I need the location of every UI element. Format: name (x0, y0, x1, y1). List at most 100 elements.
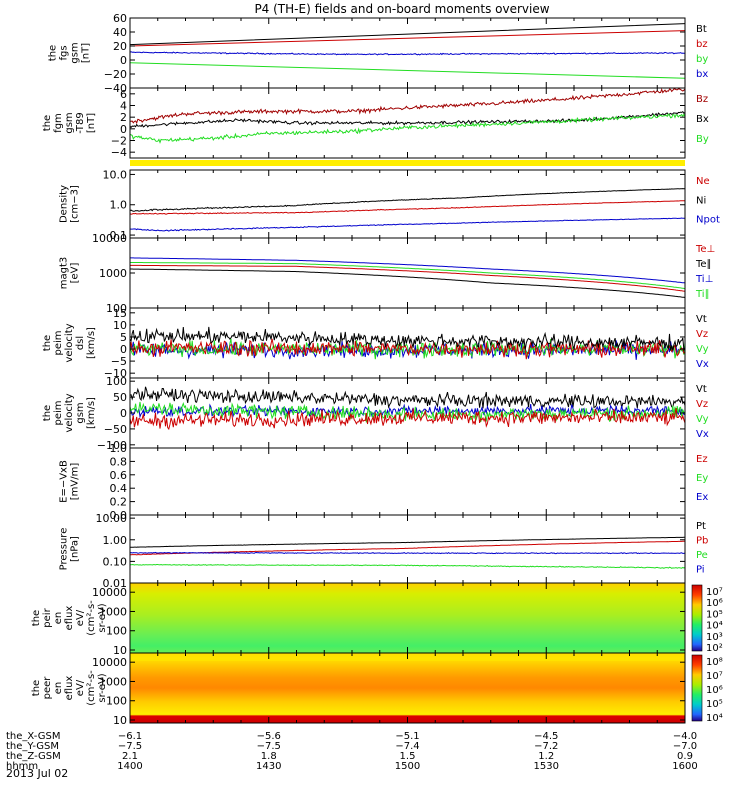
ytick-label: 10.00 (96, 512, 128, 525)
ytick-label: 0.6 (110, 469, 128, 482)
panel-3: 10.0 1.0 0.1 Density [cm−3] Ne Ni Npot (59, 168, 720, 242)
ytick-label: 100 (106, 695, 127, 708)
ylabel-line: the (31, 680, 42, 696)
ytick-label: 0 (120, 407, 127, 420)
ytick-label: 0.4 (110, 482, 128, 495)
legend-pt: Pt (696, 521, 706, 532)
ylabel-line: (cm²-s- (86, 600, 97, 636)
series-by (129, 62, 686, 79)
ytick-label: 0.2 (110, 496, 128, 509)
ylabel: the fgs gsm [nT] (48, 42, 92, 63)
ytick-label: −40 (104, 82, 127, 95)
xaxis-row-label: hhmm (6, 761, 38, 772)
series-bz (129, 30, 686, 47)
ytick-label: −50 (104, 423, 127, 436)
series-te (130, 264, 686, 292)
ytick-label: 0.10 (103, 555, 128, 568)
legend-bx: bx (696, 69, 708, 80)
ytick-label: −20 (104, 68, 127, 81)
ylabel-line: the (42, 405, 53, 421)
ytick-label: 10 (113, 714, 127, 727)
ytick-label: 0.0 (110, 509, 128, 522)
ylabel-line: -T89 (75, 112, 86, 134)
ytick-label: 10000 (92, 656, 127, 669)
mode-bar (130, 160, 685, 166)
xaxis-value: −7.5 (118, 741, 142, 752)
ytick-label: −4 (111, 146, 127, 159)
ylabel-line: E=−VxB (59, 460, 70, 503)
ylabel-line: the (42, 115, 53, 131)
ytick-label: 1.0 (110, 199, 128, 212)
ytick-label: 6 (120, 88, 127, 101)
colorbar-label: 10⁴ (706, 713, 723, 724)
x-axis-labels: the_X-GSM −6.1 −5.6 −5.1 −4.5 −4.0 the_Y-GSM −7… (6, 731, 698, 772)
ytick-label: 0.8 (110, 455, 128, 468)
ylabel-line: peir (42, 607, 53, 627)
ylabel-line: en (53, 682, 64, 695)
ytick-label: 2 (120, 111, 127, 124)
ylabel-line: peim (53, 400, 64, 425)
panel-4: 10000 1000 100 magt3 [eV] Te⊥ Te∥ Ti⊥ Ti∥ (59, 232, 716, 315)
xaxis-value: 0.9 (677, 751, 693, 762)
ytick-label: 1000 (99, 605, 127, 618)
xaxis-value: −7.4 (395, 741, 419, 752)
legend-ez: Ez (696, 454, 708, 465)
ytick-label: 10.0 (103, 168, 128, 181)
xaxis-value: 1430 (256, 761, 281, 772)
legend-ti: Ti⊥ (695, 274, 713, 285)
colorbar-label: 10⁶ (706, 598, 723, 609)
ytick-label: −10 (104, 367, 127, 380)
series-te (130, 268, 686, 298)
legend-bz: Bz (696, 94, 708, 105)
xaxis-value: −5.6 (257, 731, 281, 742)
ylabel: the peer en eflux eV/(cm²-s-sr-eV) (31, 670, 108, 706)
series-pb (130, 540, 685, 556)
ylabel-line: eV/ (75, 609, 86, 626)
colorbar-label: 10⁷ (706, 671, 723, 682)
ylabel-line: velocity (64, 393, 75, 432)
ylabel-line: [nT] (86, 113, 97, 133)
ylabel-line: (cm²-s- (86, 670, 97, 706)
ylabel: the peir en eflux eV/(cm²-s-sr-eV) (31, 600, 108, 636)
series-vx (129, 340, 686, 360)
ylabel-line: peer (42, 676, 53, 700)
xaxis-value: 1400 (117, 761, 142, 772)
spectrogram (130, 583, 685, 653)
legend-ex: Ex (696, 492, 708, 503)
ytick-label: 60 (113, 12, 127, 25)
legend-te: Te⊥ (695, 244, 715, 255)
ylabel-line: dsl (75, 336, 86, 350)
xaxis-value: 2.1 (122, 751, 138, 762)
ylabel-line: [mV/m] (70, 463, 81, 501)
ylabel-line: velocity (64, 323, 75, 362)
ylabel-line: [nPa] (70, 536, 81, 562)
legend-vt: Vt (696, 314, 707, 325)
xaxis-value: 1530 (534, 761, 559, 772)
xaxis-row-label: the_Y-GSM (6, 741, 59, 752)
colorbar-label: 10⁶ (706, 685, 723, 696)
ylabel: the fgm gsm -T89 [nT] (42, 112, 97, 134)
legend-bx: Bx (696, 114, 709, 125)
legend-vy: Vy (696, 344, 709, 355)
ylabel-line: Density (59, 185, 70, 223)
series-bx (129, 51, 686, 56)
xaxis-value: 1.5 (400, 751, 416, 762)
ytick-label: 10 (113, 644, 127, 657)
ytick-label: 20 (113, 40, 127, 53)
ytick-label: 4 (120, 100, 127, 113)
spectrogram (130, 653, 685, 723)
panel-frame (129, 514, 686, 584)
ylabel-line: Pressure (59, 528, 70, 571)
colorbar-label: 10³ (706, 632, 723, 643)
panel-10: 10⁸ 10⁷ 10⁶ 10⁵ 10⁴ 10000 1000 100 10 the peer en ef… (31, 652, 723, 727)
series-ne (129, 200, 686, 215)
xaxis-row-label: the_X-GSM (6, 731, 60, 742)
legend-pb: Pb (696, 536, 708, 547)
legend-vz: Vz (696, 399, 708, 410)
legend-bz: bz (696, 39, 708, 50)
legend-ne: Ne (696, 176, 710, 187)
ylabel-line: [eV] (70, 263, 81, 284)
ylabel-line: peim (53, 330, 64, 355)
